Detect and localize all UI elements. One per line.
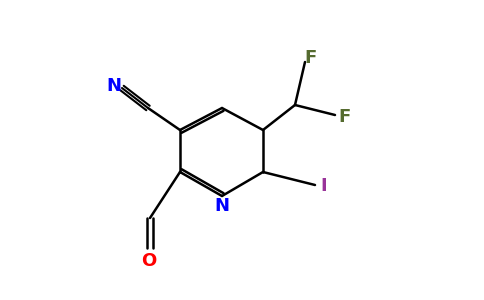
Text: F: F [338,108,350,126]
Text: N: N [214,197,229,215]
Text: N: N [106,77,121,95]
Text: I: I [321,177,327,195]
Text: F: F [305,49,317,67]
Text: O: O [141,252,157,270]
